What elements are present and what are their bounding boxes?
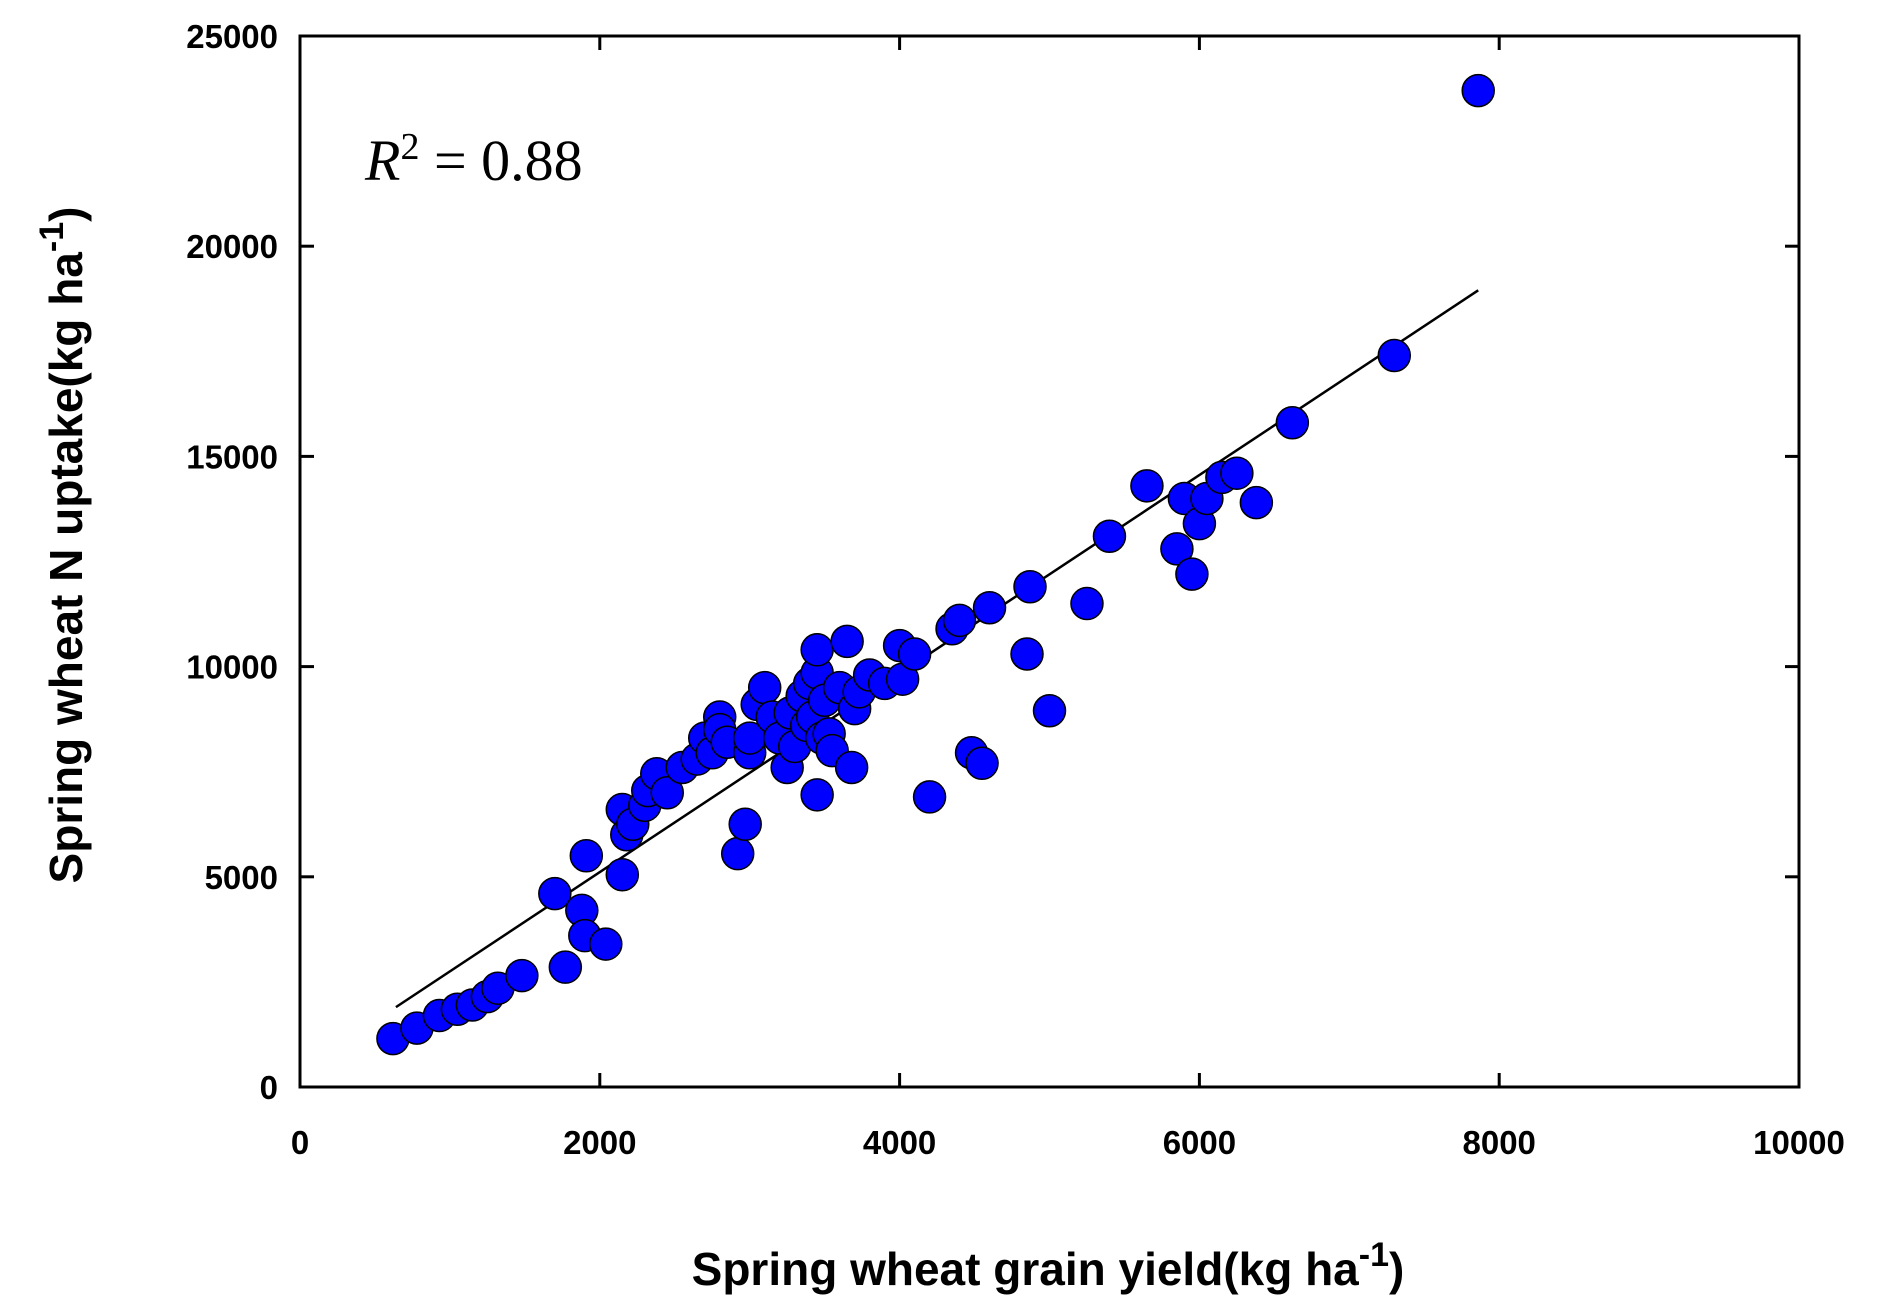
y-tick-label: 5000 xyxy=(205,859,278,896)
axis-ticks xyxy=(298,34,1801,1089)
data-point xyxy=(720,836,755,871)
y-tick-label: 0 xyxy=(260,1069,278,1106)
data-point xyxy=(747,670,782,705)
data-point xyxy=(1220,456,1254,490)
data-points xyxy=(376,73,1495,1056)
data-point xyxy=(589,927,623,961)
x-tick-label: 8000 xyxy=(1462,1124,1535,1161)
data-point xyxy=(972,590,1007,625)
data-point xyxy=(942,603,977,638)
x-tick-label: 6000 xyxy=(1163,1124,1236,1161)
tick-labels: 0 2000 4000 6000 8000 10000 0 5000 10000 15000 200… xyxy=(186,18,1845,1161)
data-point xyxy=(800,778,834,812)
data-point xyxy=(912,780,947,814)
y-tick-label: 10000 xyxy=(186,649,278,686)
data-point xyxy=(1013,569,1047,604)
data-point xyxy=(1461,73,1495,108)
data-point xyxy=(1130,469,1164,503)
data-point xyxy=(505,958,539,993)
y-tick-label: 15000 xyxy=(186,438,278,475)
data-point xyxy=(830,624,864,659)
data-point xyxy=(1070,586,1104,621)
data-point xyxy=(605,857,640,892)
plot-area xyxy=(298,34,1801,1089)
y-tick-label: 25000 xyxy=(186,18,278,55)
x-axis-title: Spring wheat grain yield(kg ha-1) xyxy=(692,1236,1405,1295)
x-tick-label: 10000 xyxy=(1753,1124,1845,1161)
y-axis-title: Spring wheat N uptake(kg ha-1) xyxy=(33,207,92,884)
data-point xyxy=(1377,338,1412,373)
x-tick-label: 2000 xyxy=(563,1124,636,1161)
data-point xyxy=(1239,485,1274,520)
data-point xyxy=(1275,406,1310,440)
data-point xyxy=(1160,532,1194,566)
r-squared-annotation: R2 = 0.88 xyxy=(364,126,583,193)
data-point xyxy=(1092,519,1127,554)
data-point xyxy=(538,876,572,911)
data-point xyxy=(1032,693,1067,728)
data-point xyxy=(548,950,583,984)
y-tick-label: 20000 xyxy=(186,228,278,265)
x-tick-label: 4000 xyxy=(863,1124,936,1161)
data-point xyxy=(1175,557,1209,591)
data-point xyxy=(1010,637,1044,671)
data-point xyxy=(965,746,999,781)
x-tick-label: 0 xyxy=(291,1124,309,1161)
data-point xyxy=(728,807,762,841)
data-point xyxy=(897,637,932,671)
data-point xyxy=(800,633,834,667)
data-point xyxy=(834,750,869,785)
data-point xyxy=(569,839,604,873)
data-point xyxy=(650,775,685,810)
